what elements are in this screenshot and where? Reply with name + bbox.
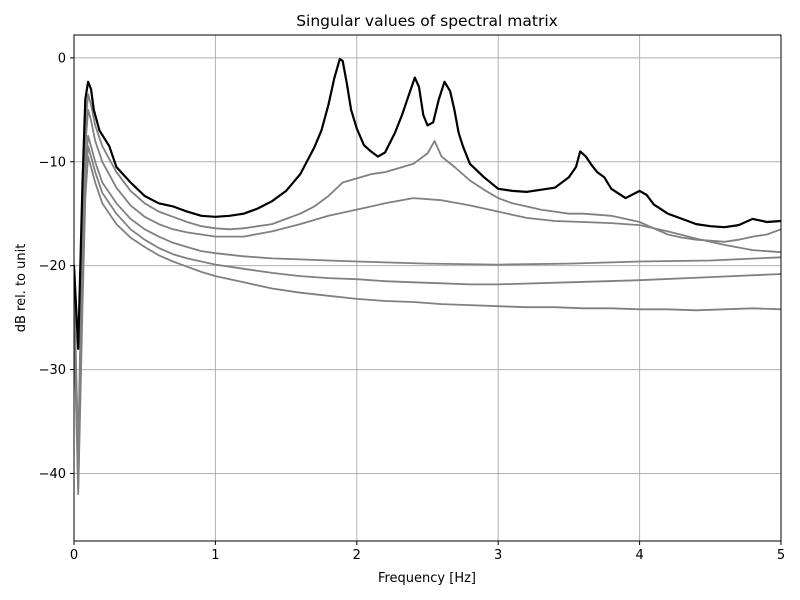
chart-title: Singular values of spectral matrix: [296, 12, 558, 30]
x-tick-label: 3: [494, 548, 502, 563]
y-tick-label: −10: [39, 155, 66, 170]
y-tick-label: −40: [39, 467, 66, 482]
y-tick-label: −30: [39, 363, 66, 378]
x-tick-label: 5: [777, 548, 785, 563]
series-lines: [74, 57, 781, 496]
series-line-singular-value: [74, 93, 781, 454]
series-line-singular-value: [74, 155, 781, 496]
x-tick-label: 2: [353, 548, 361, 563]
series-line-singular-value: [74, 108, 781, 475]
x-axis-label: Frequency [Hz]: [378, 571, 476, 586]
series-line-first-singular-value: [74, 57, 781, 350]
y-axis-label: dB rel. to unit: [14, 244, 29, 333]
ticks: 0 1 2 3 4 5 0 −10 −20 −30 −40: [39, 51, 786, 563]
y-tick-label: −20: [39, 259, 66, 274]
series-line-singular-value: [74, 134, 781, 485]
plot-frame: [73, 34, 782, 542]
x-tick-label: 0: [70, 548, 78, 563]
y-tick-label: 0: [58, 51, 66, 66]
x-tick-label: 1: [211, 548, 219, 563]
series-line-singular-value: [74, 145, 781, 490]
x-tick-label: 4: [635, 548, 643, 563]
